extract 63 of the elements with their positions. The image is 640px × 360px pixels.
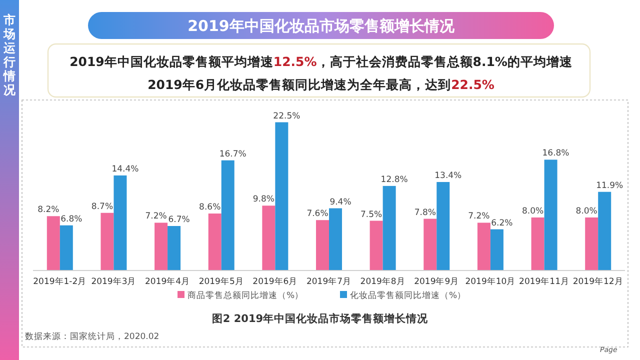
data-label: 8.6% <box>199 202 221 213</box>
bar <box>154 222 168 270</box>
data-label: 6.7% <box>168 215 190 226</box>
x-tick-label: 2019年9月 <box>414 276 460 287</box>
text: 市场运行情况 <box>2 13 16 97</box>
bar <box>100 212 114 270</box>
data-label: 8.7% <box>91 202 114 212</box>
x-tick-label: 2019年7月 <box>306 276 352 287</box>
bar <box>114 175 127 270</box>
text: 2019年6月化妆品零售额同比增速为全年最高，达到22.5% <box>148 77 495 92</box>
x-tick-label: 2019年5月 <box>198 276 244 287</box>
chart-title: 2019年中国化妆品市场零售额增长情况 <box>188 17 456 35</box>
bar <box>424 218 437 270</box>
bar <box>531 217 544 270</box>
bar <box>221 160 234 270</box>
data-label: 9.4% <box>330 197 352 208</box>
bar <box>370 220 383 270</box>
bar <box>544 160 558 270</box>
x-tick-label: 2019年10月 <box>465 276 516 287</box>
legend-label: 化妆品零售额同比增速（%） <box>350 290 466 301</box>
text: 2019年中国化妆品零售额平均增速12.5%，高于社会消费品零售总额8.1%的平均增速 <box>70 54 574 69</box>
bar <box>585 217 598 270</box>
data-label: 8.2% <box>38 205 60 216</box>
data-label: 7.5% <box>360 210 382 220</box>
x-tick-label: 2019年3月 <box>91 276 136 287</box>
x-tick-label: 2019年8月 <box>360 276 406 287</box>
x-tick-label: 2019年4月 <box>145 276 190 287</box>
bar <box>490 229 504 270</box>
bar <box>477 222 490 270</box>
data-label: 16.8% <box>542 148 570 159</box>
bar <box>208 214 222 270</box>
bar <box>316 220 329 270</box>
data-label: 8.0% <box>576 206 598 216</box>
data-label: 8.0% <box>522 206 544 216</box>
data-label: 13.4% <box>434 171 462 182</box>
data-label: 6.8% <box>60 214 82 224</box>
data-label: 7.6% <box>306 209 328 220</box>
bar <box>60 225 73 270</box>
data-label: 11.9% <box>596 180 624 191</box>
legend-label: 商品零售总额同比增速（%） <box>188 290 304 301</box>
data-label: 9.8% <box>252 194 274 205</box>
data-label: 7.8% <box>414 208 436 218</box>
bar <box>275 122 288 270</box>
source-note: 数据来源：国家统计局，2020.02 <box>25 331 160 342</box>
data-label: 7.2% <box>145 212 167 222</box>
data-label: 7.2% <box>468 212 490 222</box>
bar <box>436 182 450 270</box>
bar <box>262 206 276 270</box>
data-label: 12.8% <box>380 174 408 185</box>
bar <box>598 192 612 270</box>
bar <box>46 216 60 270</box>
x-tick-label: 2019年11月 <box>519 276 570 287</box>
bar <box>168 226 181 270</box>
data-label: 16.7% <box>219 149 246 160</box>
x-tick-label: 2019年12月 <box>572 276 624 287</box>
x-tick-label: 2019年6月 <box>252 276 298 287</box>
x-tick-label: 2019年1-2月 <box>33 276 87 287</box>
data-label: 22.5% <box>273 111 300 122</box>
data-label: 6.2% <box>491 218 513 228</box>
caption: 图2 2019年中国化妆品市场零售额增长情况 <box>212 312 430 325</box>
bar <box>382 186 396 270</box>
data-label: 14.4% <box>112 164 139 174</box>
bar <box>329 208 342 270</box>
